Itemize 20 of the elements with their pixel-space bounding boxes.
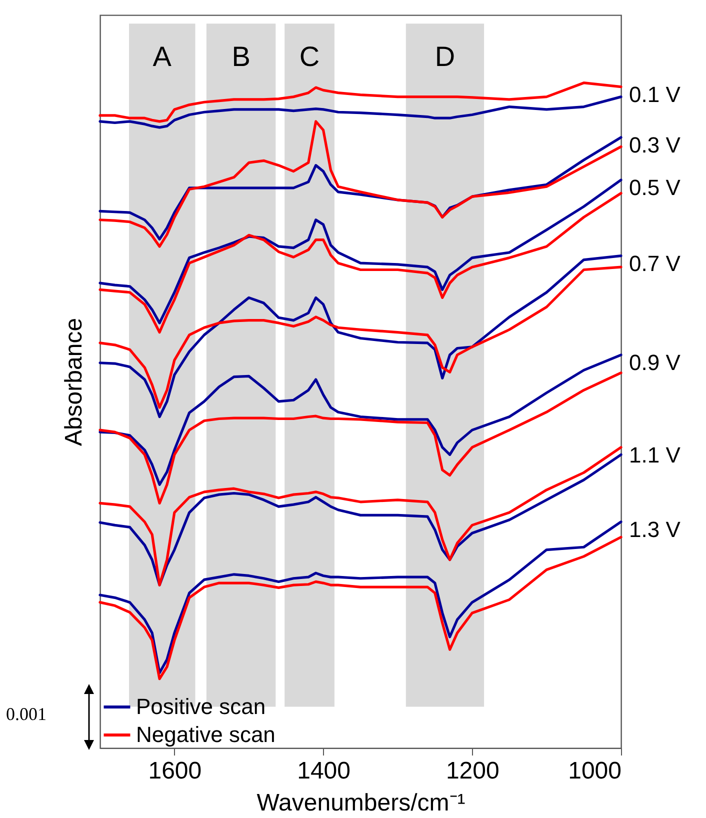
- x-tick-label: 1600: [148, 758, 202, 784]
- text: 0.3 V: [629, 132, 681, 158]
- band-label: A: [152, 41, 172, 72]
- legend-label: Negative scan: [136, 722, 276, 747]
- x-tick-label: 1400: [297, 758, 350, 784]
- x-axis-title: Wavenumbers/cm⁻¹: [256, 790, 466, 816]
- text: 1.3 V: [629, 516, 681, 542]
- legend-label: Positive scan: [136, 694, 266, 719]
- text: 0.001: [6, 704, 46, 725]
- text: 0.7 V: [629, 250, 681, 276]
- band-label: D: [434, 41, 456, 72]
- x-tick-label: 1000: [568, 758, 622, 784]
- band-label: C: [299, 41, 320, 72]
- band-label: B: [232, 41, 250, 72]
- text: 0.1 V: [629, 82, 681, 107]
- text: 1.1 V: [629, 442, 681, 468]
- text: 0.9 V: [629, 350, 681, 375]
- y-axis-title: Absorbance: [60, 318, 88, 446]
- text: 0.5 V: [629, 174, 681, 200]
- x-tick-label: 1200: [446, 758, 500, 784]
